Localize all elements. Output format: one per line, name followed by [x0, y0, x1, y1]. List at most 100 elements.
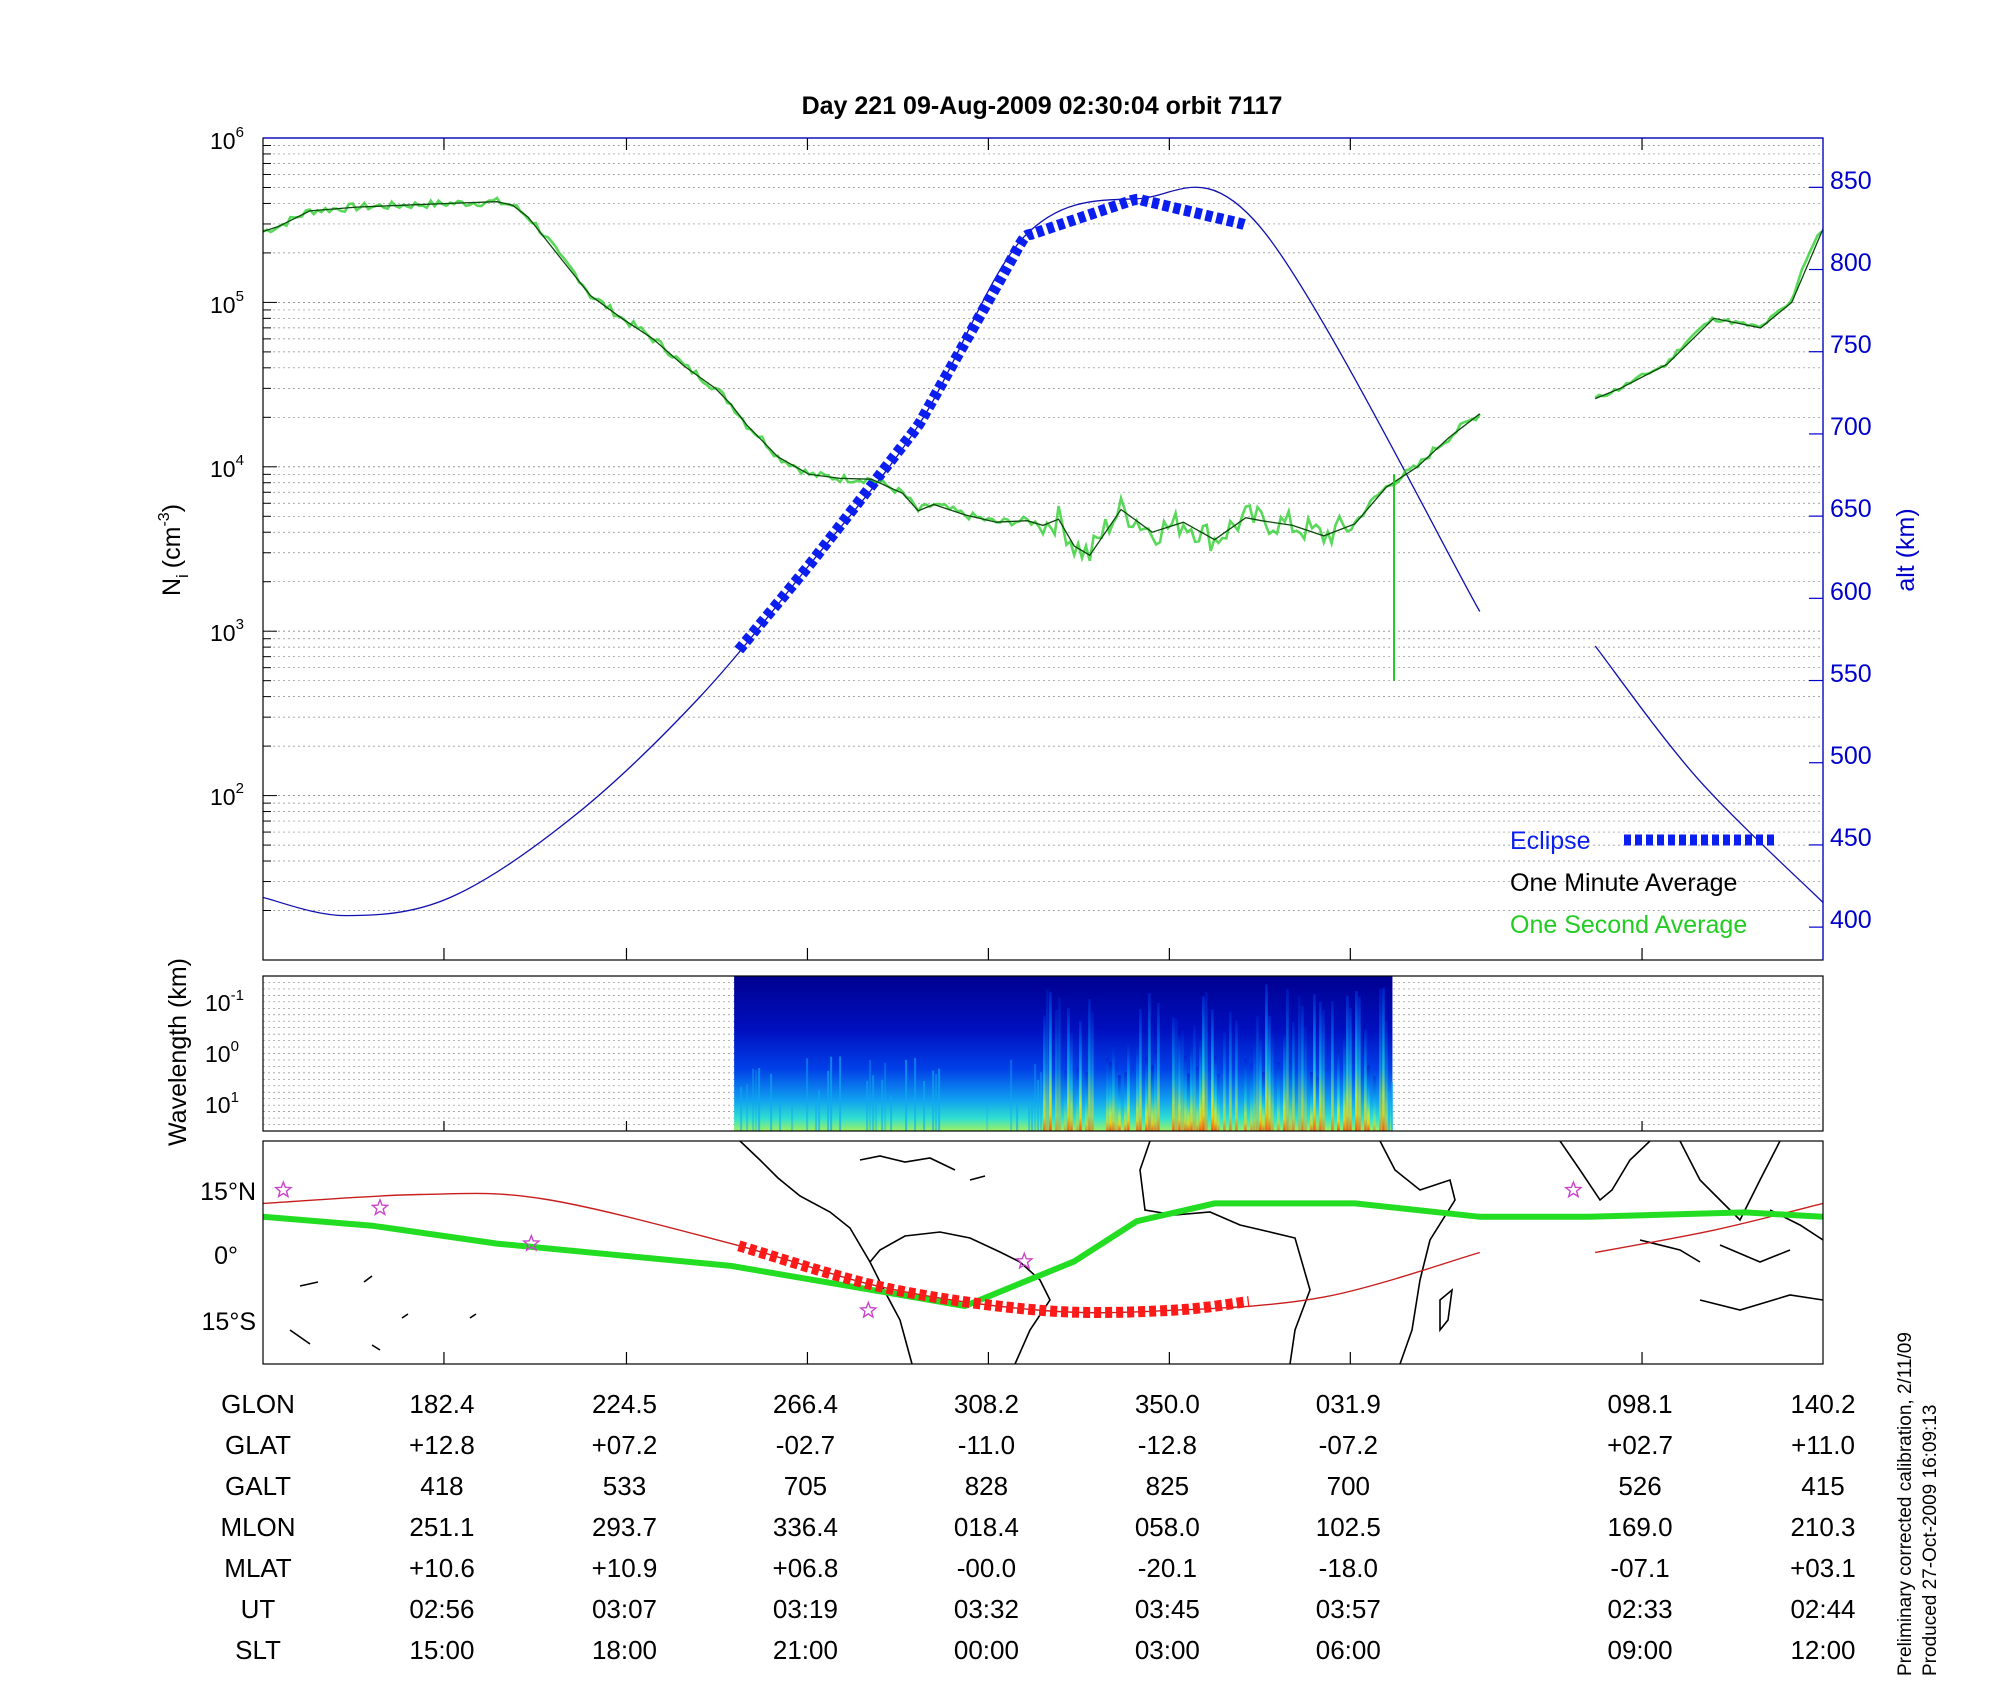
- table-cell: 02:56: [409, 1594, 474, 1624]
- spectrogram-column: [935, 1074, 938, 1131]
- map-panel: 15°N 0° 15°S: [200, 1140, 1824, 1365]
- table-cell: 705: [784, 1471, 827, 1501]
- spectrogram-column: [758, 1068, 761, 1131]
- spectrogram-column: [1202, 996, 1205, 1131]
- map-stars: [273, 1180, 1583, 1319]
- table-cell: 169.0: [1608, 1512, 1673, 1542]
- lat-label-15n: 15°N: [200, 1178, 256, 1206]
- alt-tick-label: 650: [1830, 495, 1872, 523]
- spectrogram-column: [1064, 1070, 1067, 1131]
- spectrogram-column: [1058, 997, 1061, 1131]
- main-x-ticks: [443, 138, 1643, 960]
- map-star-marker: [1014, 1251, 1034, 1270]
- spectrogram-column: [932, 1070, 935, 1131]
- spectrogram-column: [770, 1073, 773, 1131]
- table-cell: 03:07: [592, 1594, 657, 1624]
- y-tick-label: 106: [210, 124, 244, 154]
- table-cell: -12.8: [1138, 1430, 1197, 1460]
- table-cell: 526: [1618, 1471, 1661, 1501]
- table-cell: 18:00: [592, 1635, 657, 1665]
- spectrogram-column: [1283, 1035, 1286, 1131]
- spectrogram-column: [1049, 992, 1052, 1131]
- spectrogram-column: [1229, 1011, 1232, 1131]
- table-cell: 00:00: [954, 1635, 1019, 1665]
- spectrogram-column: [1382, 987, 1385, 1131]
- table-cell: +12.8: [409, 1430, 475, 1460]
- spectrogram-column: [1148, 992, 1151, 1131]
- table-cell: 266.4: [773, 1389, 838, 1419]
- spectrogram-column: [1277, 1062, 1280, 1131]
- coastline-south-america: [869, 1231, 1051, 1364]
- spectrogram-column: [1235, 1020, 1238, 1131]
- table-cell: 102.5: [1316, 1512, 1381, 1542]
- map-star-marker: [521, 1233, 541, 1252]
- spectrogram-column: [1337, 1050, 1340, 1131]
- spectrogram-column: [830, 1056, 833, 1131]
- table-cell: 21:00: [773, 1635, 838, 1665]
- spectrogram-column: [1175, 1018, 1178, 1131]
- spectrogram-background: [734, 976, 1393, 1131]
- one-minute-line-2: [1594, 228, 1823, 400]
- spectrogram-column: [923, 1081, 926, 1131]
- spectrogram-column: [1145, 1057, 1148, 1131]
- legend-one-second-label: One Second Average: [1510, 911, 1747, 939]
- spectrogram-column: [1046, 989, 1049, 1131]
- spectrogram-column: [1034, 1064, 1037, 1131]
- spectrogram-column: [1088, 999, 1091, 1131]
- spectrogram-column: [1271, 1034, 1274, 1131]
- spectrogram-column: [1178, 1035, 1181, 1131]
- spectrogram-tick-labels: 10-1 100 101: [205, 987, 244, 1118]
- table-cell: 336.4: [773, 1512, 838, 1542]
- table-cell: 293.7: [592, 1512, 657, 1542]
- table-cell: 350.0: [1135, 1389, 1200, 1419]
- spectrogram-column: [815, 1098, 818, 1131]
- spectrogram-column: [866, 1080, 869, 1131]
- spectrogram-column: [1199, 1039, 1202, 1131]
- y-tick-label: 103: [210, 616, 244, 646]
- table-cell: 058.0: [1135, 1512, 1200, 1542]
- satellite-track-2: [1595, 1202, 1823, 1254]
- spectrogram-column: [1124, 1072, 1127, 1131]
- table-cell: 098.1: [1608, 1389, 1673, 1419]
- spectrogram-column: [1043, 1015, 1046, 1131]
- spectrogram-column: [1256, 1015, 1259, 1131]
- table-cell: 12:00: [1790, 1635, 1855, 1665]
- y-tick-label: 104: [210, 452, 244, 482]
- alt-tick-label: 600: [1830, 578, 1872, 606]
- spectrogram-column: [1244, 1059, 1247, 1131]
- spectrogram-column: [1085, 1071, 1088, 1131]
- spectrogram-column: [1262, 1072, 1265, 1131]
- table-row-label: GLON: [221, 1389, 295, 1419]
- spectrogram-column: [1331, 1001, 1334, 1131]
- spectrogram-frame: [262, 975, 1824, 1132]
- spectrogram-y-label: Wavelength (km): [164, 958, 192, 1146]
- table-cell: 825: [1146, 1471, 1189, 1501]
- alt-tick-label: 550: [1830, 660, 1872, 688]
- one-second-line-2: [1594, 230, 1823, 399]
- table-cell: 15:00: [409, 1635, 474, 1665]
- spectrogram-column: [1322, 1009, 1325, 1131]
- spectrogram-column: [890, 1095, 893, 1131]
- spectrogram-column: [1214, 1055, 1217, 1131]
- spectrogram-column: [1031, 1100, 1034, 1131]
- table-cell: 140.2: [1790, 1389, 1855, 1419]
- alt-tick-label: 400: [1830, 906, 1872, 934]
- wavelength-tick-label: 10-1: [205, 987, 244, 1016]
- coastline-caribbean: [859, 1155, 986, 1181]
- spectrogram-column: [1346, 995, 1349, 1131]
- map-star-marker: [370, 1197, 390, 1217]
- spectrogram-column: [1310, 1072, 1313, 1131]
- map-x-ticks: [443, 1352, 1643, 1364]
- spectrogram-column: [1040, 1072, 1043, 1131]
- y-axis-label-left: Ni(cm-3): [156, 504, 192, 596]
- spectrogram-column: [1265, 984, 1268, 1131]
- coastline-africa: [1139, 1141, 1456, 1364]
- table-cell: 09:00: [1608, 1635, 1673, 1665]
- spectrogram-column: [869, 1059, 872, 1131]
- lat-label-0: 0°: [214, 1242, 238, 1270]
- spectrogram-column: [1193, 1025, 1196, 1131]
- spectrogram-column: [1181, 1030, 1184, 1131]
- spectrogram-column: [1298, 995, 1301, 1131]
- right-tick-labels: 400 450 500 550 600 650 700 750 800 850: [1830, 167, 1872, 934]
- spectrogram-column: [1391, 1082, 1394, 1131]
